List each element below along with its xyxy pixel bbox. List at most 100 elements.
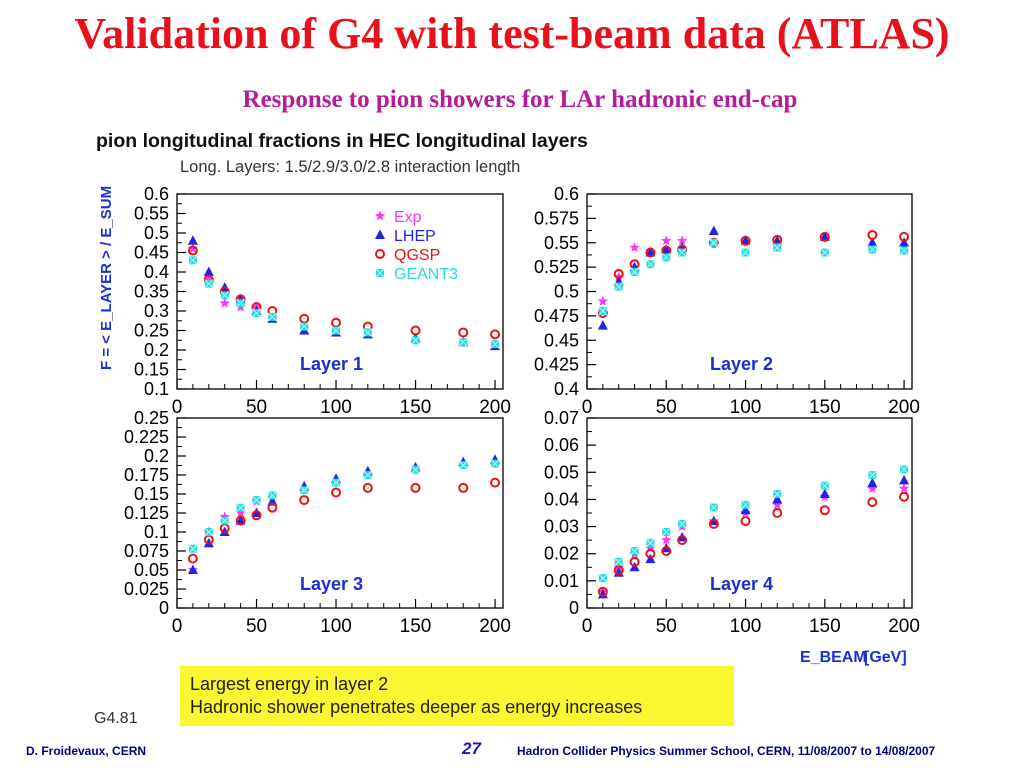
x-axis-label: E_BEAM bbox=[800, 649, 867, 666]
x-tick-label: 150 bbox=[809, 397, 841, 418]
data-point bbox=[868, 245, 877, 254]
data-point bbox=[708, 225, 719, 236]
x-tick-label: 0 bbox=[582, 616, 593, 637]
x-tick-label: 150 bbox=[809, 616, 841, 637]
data-point bbox=[187, 243, 199, 253]
data-point bbox=[629, 242, 640, 253]
data-point bbox=[220, 291, 230, 300]
legend-marker-qgsp bbox=[375, 249, 385, 259]
y-tick-label: 0.25 bbox=[134, 321, 169, 341]
x-tick-label: 100 bbox=[730, 397, 762, 418]
data-point bbox=[614, 282, 624, 291]
slide-title: Validation of G4 with test-beam data (AT… bbox=[74, 9, 950, 58]
data-point bbox=[411, 335, 420, 345]
data-point bbox=[646, 259, 655, 269]
data-point bbox=[363, 328, 373, 337]
conclusion-line-2: Hadronic shower penetrates deeper as ene… bbox=[190, 697, 643, 717]
series-lhep bbox=[187, 454, 501, 574]
data-point bbox=[709, 238, 719, 248]
data-point bbox=[867, 229, 878, 240]
data-point bbox=[645, 542, 656, 553]
data-point bbox=[819, 231, 830, 242]
data-point bbox=[490, 329, 501, 340]
legend-label-geant3: GEANT3 bbox=[394, 266, 458, 283]
panel-label: Layer 1 bbox=[300, 354, 363, 374]
x-tick-label: 50 bbox=[656, 616, 677, 637]
x-tick-label: 100 bbox=[320, 616, 352, 637]
y-tick-label: 0.1 bbox=[144, 522, 169, 542]
data-point bbox=[458, 482, 469, 493]
data-point bbox=[187, 235, 198, 245]
data-point bbox=[820, 248, 830, 257]
data-point bbox=[410, 482, 421, 493]
y-axis-label: F = < E_LAYER > / E_SUM bbox=[98, 186, 115, 370]
y-tick-label: 0.55 bbox=[134, 204, 169, 224]
legend-marker-lhep bbox=[375, 229, 385, 239]
data-point bbox=[267, 502, 278, 513]
data-point bbox=[458, 460, 468, 470]
data-point bbox=[598, 573, 608, 583]
data-point bbox=[819, 488, 830, 498]
x-tick-label: 0 bbox=[582, 397, 593, 418]
series-exp bbox=[187, 243, 278, 324]
y-tick-label: 0.3 bbox=[144, 301, 169, 321]
data-point bbox=[203, 274, 214, 285]
data-point bbox=[709, 503, 719, 512]
series-geant3 bbox=[188, 255, 500, 349]
data-point bbox=[629, 556, 640, 567]
legend-label-qgsp: QGSP bbox=[394, 247, 440, 264]
data-point bbox=[268, 491, 277, 500]
data-point bbox=[613, 565, 624, 575]
data-point bbox=[630, 267, 639, 277]
data-point bbox=[490, 477, 501, 488]
y-tick-label: 0.15 bbox=[134, 360, 169, 380]
data-point bbox=[740, 516, 751, 527]
data-point bbox=[299, 313, 310, 324]
y-tick-label: 0.45 bbox=[134, 243, 169, 263]
data-point bbox=[331, 478, 341, 487]
data-point bbox=[187, 553, 198, 564]
y-tick-label: 0.5 bbox=[144, 223, 169, 243]
y-tick-label: 0.2 bbox=[144, 340, 169, 360]
y-tick-label: 0.07 bbox=[544, 408, 579, 428]
data-point bbox=[645, 247, 656, 257]
x-tick-label: 200 bbox=[888, 616, 920, 637]
data-point bbox=[820, 481, 830, 491]
data-point bbox=[819, 231, 830, 241]
data-point bbox=[772, 493, 783, 504]
data-point bbox=[220, 516, 230, 525]
data-point bbox=[204, 279, 214, 289]
legend-label-exp: Exp bbox=[394, 209, 422, 226]
x-tick-label: 200 bbox=[479, 397, 511, 418]
data-point bbox=[235, 507, 246, 518]
y-tick-label: 0.01 bbox=[544, 571, 579, 591]
data-point bbox=[204, 527, 214, 537]
series-exp bbox=[187, 492, 278, 575]
data-point bbox=[458, 327, 469, 338]
y-tick-label: 0.35 bbox=[134, 282, 169, 302]
data-point bbox=[252, 495, 261, 505]
data-point bbox=[867, 497, 878, 508]
legend: Exp LHEP QGSP GEANT3 bbox=[374, 209, 458, 283]
legend-marker-exp bbox=[374, 210, 386, 221]
y-tick-label: 0.02 bbox=[544, 544, 579, 564]
data-point bbox=[236, 503, 245, 513]
y-tick-label: 0.5 bbox=[554, 282, 579, 302]
footer-page-number: 27 bbox=[462, 739, 481, 758]
panel-label: Layer 2 bbox=[710, 354, 773, 374]
y-tick-label: 0.225 bbox=[124, 427, 169, 447]
x-tick-label: 100 bbox=[730, 616, 762, 637]
data-point bbox=[741, 500, 750, 510]
y-tick-label: 0.03 bbox=[544, 517, 579, 537]
y-tick-label: 0.525 bbox=[534, 257, 579, 277]
data-point bbox=[613, 268, 624, 279]
data-point bbox=[899, 474, 910, 485]
data-point bbox=[235, 515, 246, 526]
data-point bbox=[867, 483, 878, 493]
x-tick-label: 100 bbox=[320, 397, 352, 418]
data-point bbox=[490, 459, 500, 468]
data-point bbox=[661, 546, 672, 556]
data-point bbox=[219, 297, 230, 308]
data-point bbox=[490, 339, 500, 349]
data-point bbox=[661, 235, 672, 246]
